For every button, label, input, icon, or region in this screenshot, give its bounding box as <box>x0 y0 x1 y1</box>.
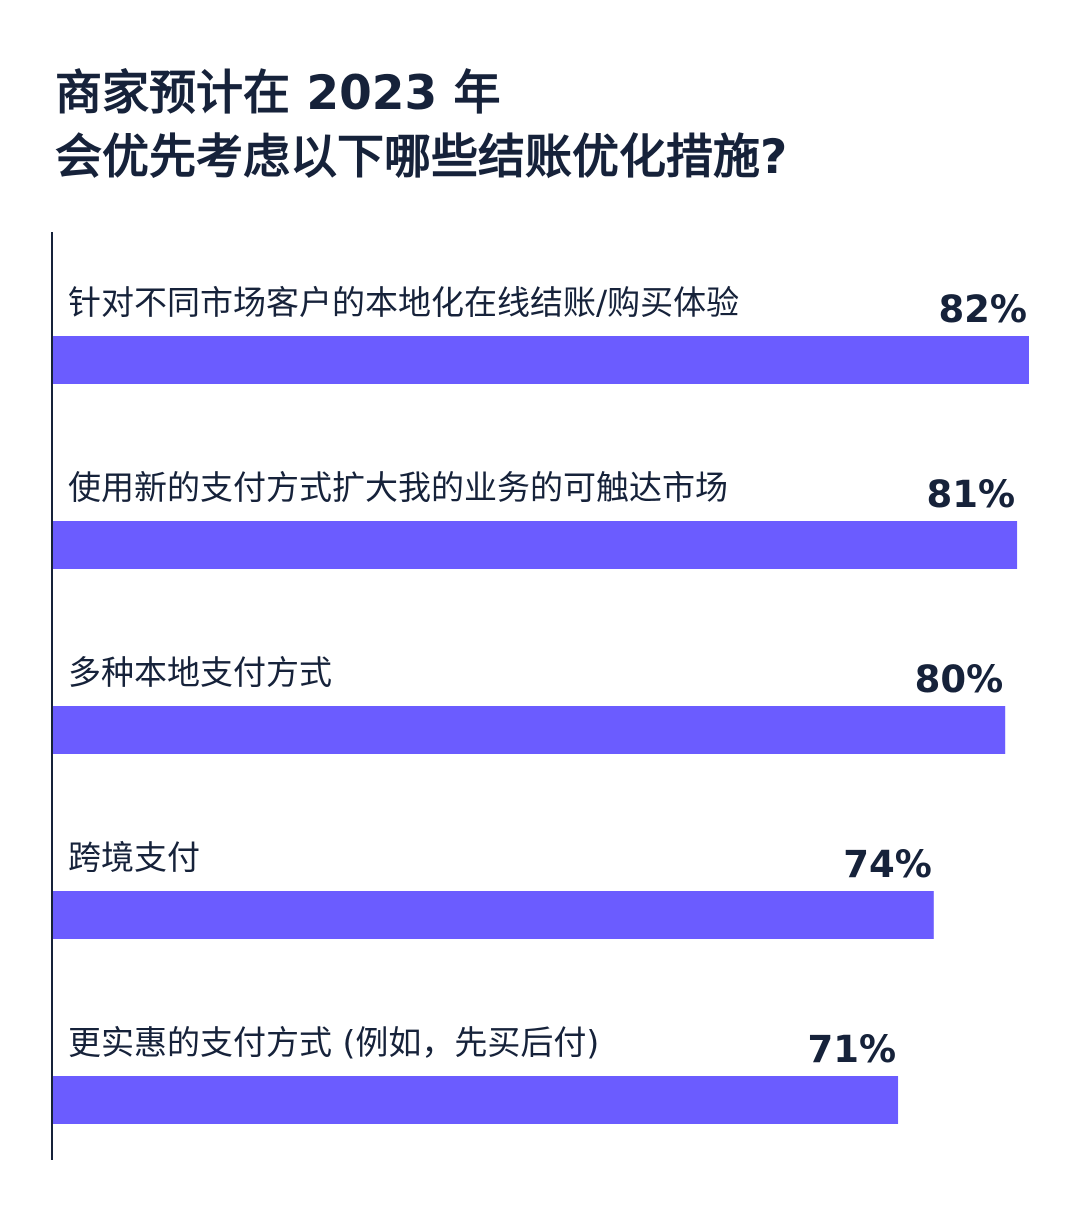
category-label: 针对不同市场客户的本地化在线结账/购买体验 <box>68 283 739 322</box>
value-label: 82% <box>938 288 1027 331</box>
bar <box>53 891 934 939</box>
value-label: 74% <box>843 843 932 886</box>
chart-title: 商家预计在 2023 年 会优先考虑以下哪些结账优化措施? <box>55 62 787 190</box>
bar <box>53 521 1018 569</box>
bar <box>53 1076 899 1124</box>
chart-title-line-1: 商家预计在 2023 年 <box>55 66 501 121</box>
category-label: 使用新的支付方式扩大我的业务的可触达市场 <box>68 468 728 507</box>
value-label: 71% <box>808 1028 897 1071</box>
bar <box>53 706 1006 754</box>
category-label: 跨境支付 <box>68 838 200 877</box>
category-label: 更实惠的支付方式 (例如，先买后付) <box>68 1023 599 1062</box>
value-label: 80% <box>915 658 1004 701</box>
category-label: 多种本地支付方式 <box>68 653 332 692</box>
value-label: 81% <box>927 473 1016 516</box>
bar <box>53 336 1029 384</box>
chart-title-line-2: 会优先考虑以下哪些结账优化措施? <box>55 130 788 185</box>
